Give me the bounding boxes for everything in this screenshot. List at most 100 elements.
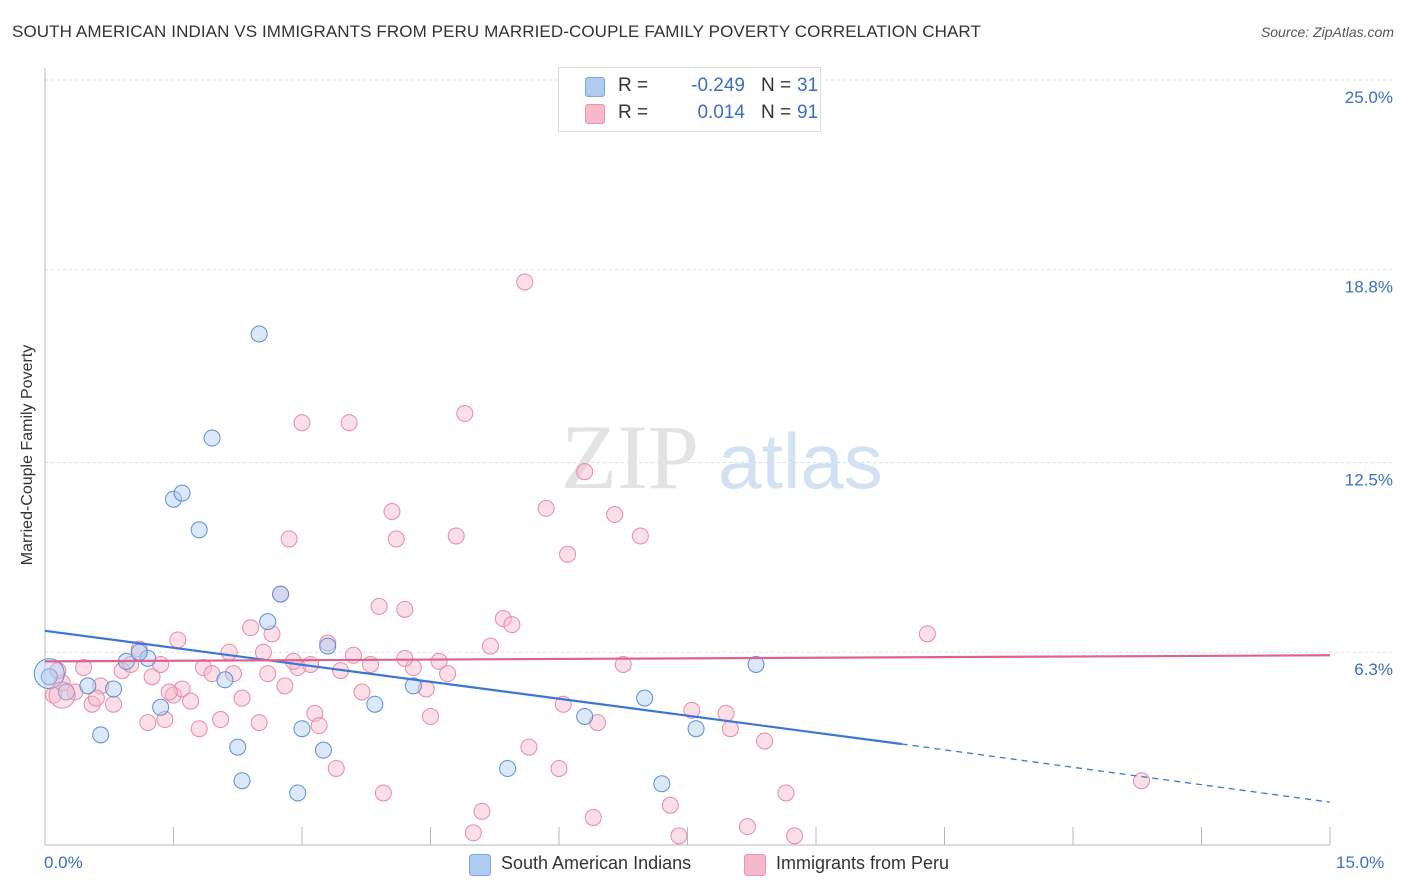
point-south-american [687, 720, 705, 738]
point-peru [340, 414, 358, 432]
point-peru [190, 720, 208, 738]
point-peru [777, 784, 795, 802]
point-peru [374, 784, 392, 802]
y-tick-label: 18.8% [1345, 278, 1393, 297]
point-peru [169, 631, 187, 649]
point-peru [576, 463, 594, 481]
legend-swatch-pink [585, 104, 605, 124]
chart-title: SOUTH AMERICAN INDIAN VS IMMIGRANTS FROM… [12, 22, 981, 41]
y-tick-label: 6.3% [1354, 660, 1393, 679]
series-swatch-blue [469, 854, 491, 876]
legend-r-value: -0.249 [691, 75, 745, 96]
point-south-american [33, 658, 65, 690]
point-peru [481, 637, 499, 655]
point-south-american [229, 738, 247, 756]
point-peru [559, 545, 577, 563]
series-swatch-pink [744, 854, 766, 876]
source-label: Source: ZipAtlas.com [1260, 24, 1394, 40]
legend-n-label: N = [761, 75, 792, 96]
watermark-zip: ZIP [561, 406, 699, 508]
point-peru [139, 714, 157, 732]
grid-lines [45, 79, 1392, 653]
point-peru [280, 530, 298, 548]
point-peru [473, 802, 491, 820]
point-south-american [216, 671, 234, 689]
point-peru [224, 665, 242, 683]
point-peru [396, 600, 414, 618]
point-peru [49, 662, 67, 680]
y-tick-label: 25.0% [1345, 88, 1393, 107]
legend-swatch-blue [585, 77, 605, 97]
x-tick-label-max: 15.0% [1336, 853, 1385, 872]
point-south-american [314, 741, 332, 759]
point-peru [75, 659, 93, 677]
point-peru [160, 683, 178, 701]
point-south-american [79, 677, 97, 695]
point-peru [212, 711, 230, 729]
point-peru [520, 738, 538, 756]
point-peru [516, 273, 534, 291]
legend-n-label: N = [761, 102, 792, 123]
point-peru [83, 695, 101, 713]
point-peru [242, 619, 260, 637]
point-peru [447, 527, 465, 545]
point-peru [353, 683, 371, 701]
point-south-american [233, 772, 251, 790]
series-label: South American Indians [501, 853, 692, 873]
point-peru [233, 689, 251, 707]
point-south-american [653, 775, 671, 793]
point-south-american [190, 521, 208, 539]
point-peru [670, 827, 688, 845]
point-peru [494, 610, 512, 628]
point-south-american [636, 689, 654, 707]
point-peru [918, 625, 936, 643]
point-peru [250, 714, 268, 732]
point-south-american [576, 707, 594, 725]
y-tick-label: 12.5% [1345, 471, 1393, 490]
trend-line-south-american [44, 629, 902, 746]
point-peru [143, 668, 161, 686]
point-peru [113, 662, 131, 680]
point-peru [105, 695, 123, 713]
point-south-american [404, 677, 422, 695]
point-peru [430, 652, 448, 670]
point-peru [614, 655, 632, 673]
point-peru [87, 689, 105, 707]
correlation-legend: R = -0.249 N = 31 R = 0.014 N = 91 [558, 67, 821, 132]
point-south-american [130, 643, 148, 661]
point-peru [661, 796, 679, 814]
point-peru [387, 530, 405, 548]
point-peru [173, 680, 191, 698]
point-peru [631, 527, 649, 545]
point-peru [503, 616, 521, 634]
point-peru [293, 414, 311, 432]
watermark: ZIP atlas [561, 406, 883, 508]
point-peru [383, 502, 401, 520]
point-peru [1133, 772, 1151, 790]
series-legend: South American Indians Immigrants from P… [0, 852, 1406, 878]
legend-r-label: R = [618, 102, 649, 123]
point-peru [310, 717, 328, 735]
point-south-american [92, 726, 110, 744]
legend-n-value: 91 [797, 102, 819, 123]
point-peru [537, 499, 555, 517]
point-south-american [165, 490, 182, 508]
point-south-american [499, 760, 517, 777]
point-peru [439, 665, 457, 683]
watermark-atlas: atlas [718, 417, 883, 505]
point-peru [220, 643, 238, 661]
point-south-american [319, 637, 337, 655]
trend-line-south-american-extension [901, 743, 1331, 803]
point-south-american [40, 668, 58, 686]
point-peru [254, 643, 272, 661]
y-tick-labels: 6.3% 12.5% 18.8% 25.0% [1345, 88, 1393, 679]
point-peru [738, 818, 756, 836]
point-peru [584, 808, 602, 826]
point-south-american [747, 655, 765, 673]
point-peru [683, 701, 701, 719]
point-peru [786, 827, 804, 845]
legend-r-label: R = [618, 75, 649, 96]
point-peru [259, 665, 277, 683]
point-south-american [203, 429, 221, 447]
